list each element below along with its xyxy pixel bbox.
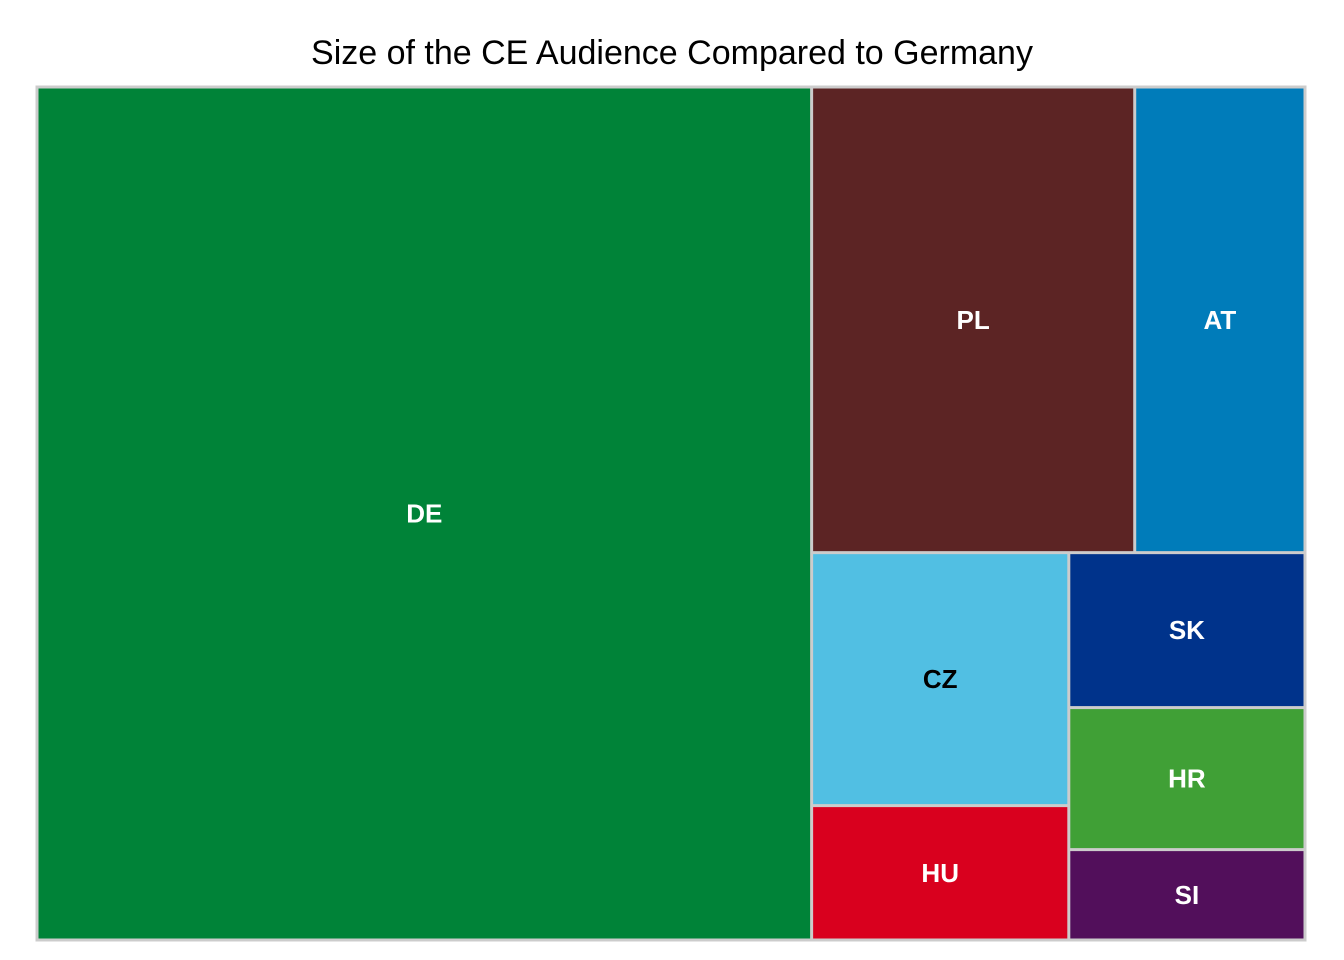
treemap-tiles: DE PL AT CZ HU SK HR SI bbox=[35, 85, 1307, 942]
tile-label-hu: HU bbox=[921, 858, 959, 888]
tile-cz bbox=[813, 554, 1068, 805]
tile-si bbox=[1070, 851, 1304, 939]
tile-hr bbox=[1070, 709, 1304, 849]
tile-pl bbox=[813, 88, 1134, 552]
tile-label-si: SI bbox=[1175, 880, 1200, 910]
tile-label-cz: CZ bbox=[923, 664, 958, 694]
tile-sk bbox=[1070, 554, 1304, 707]
tile-label-pl: PL bbox=[957, 305, 990, 335]
tile-label-sk: SK bbox=[1169, 615, 1205, 645]
tile-label-at: AT bbox=[1203, 305, 1236, 335]
tile-at bbox=[1136, 88, 1304, 552]
tile-de bbox=[38, 88, 811, 939]
tile-hu bbox=[813, 807, 1068, 939]
tile-label-de: DE bbox=[406, 499, 442, 529]
tile-label-hr: HR bbox=[1168, 764, 1206, 794]
chart-title: Size of the CE Audience Compared to Germ… bbox=[311, 34, 1033, 72]
